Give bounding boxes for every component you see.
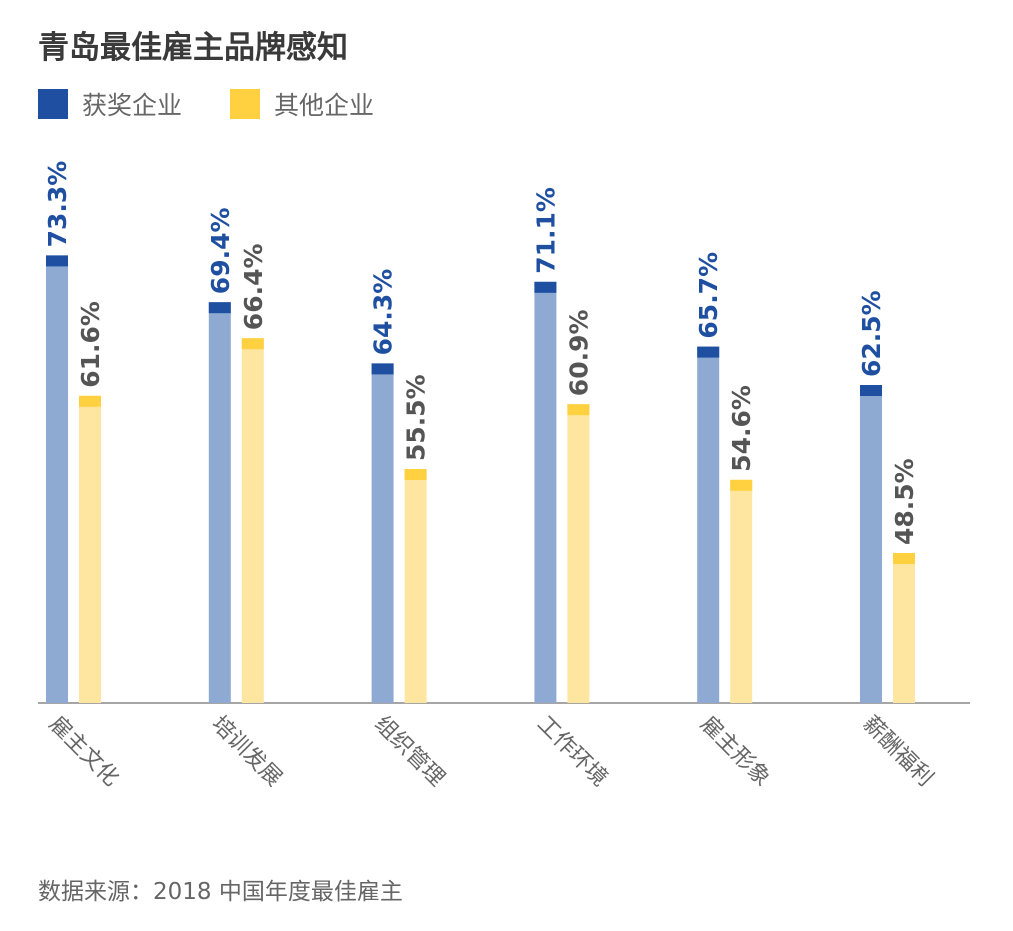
legend-item-other: 其他企业 (230, 86, 374, 122)
bar (241, 338, 264, 703)
bar-cap (567, 404, 590, 416)
data-label: 69.4% (206, 207, 235, 294)
source-note: 数据来源：2018 中国年度最佳雇主 (38, 879, 403, 905)
data-label: 65.7% (694, 252, 723, 339)
category-label: 薪酬福利 (858, 712, 938, 792)
data-label: 54.6% (727, 385, 756, 472)
bar (46, 255, 68, 703)
bar-cap (79, 395, 101, 407)
bar (697, 346, 720, 703)
bar-cap (208, 302, 231, 314)
bar (567, 404, 590, 703)
legend-swatch (38, 89, 68, 119)
legend-item-award: 获奖企业 (38, 86, 182, 122)
data-label: 55.5% (402, 374, 431, 461)
data-label: 64.3% (369, 269, 398, 356)
bar (404, 469, 427, 703)
bar-cap (697, 346, 720, 358)
category-label: 工作环境 (532, 712, 612, 792)
category-label: 组织管理 (369, 712, 449, 792)
category-label: 培训发展 (207, 712, 287, 792)
bar-cap (730, 479, 753, 491)
data-label: 62.5% (857, 290, 886, 377)
data-label: 61.6% (76, 301, 105, 388)
data-label: 60.9% (564, 309, 593, 396)
bar-cap (860, 385, 882, 396)
bar (860, 385, 882, 703)
chart-title: 青岛最佳雇主品牌感知 (38, 30, 348, 66)
data-label: 66.4% (239, 243, 268, 330)
data-label: 71.1% (531, 187, 560, 274)
bar-cap (241, 338, 264, 350)
bar-cap (534, 281, 557, 293)
category-label: 雇主形象 (695, 712, 775, 792)
bar (79, 395, 101, 703)
bar (371, 363, 394, 703)
data-label: 73.3% (43, 161, 72, 248)
legend-swatch (230, 89, 260, 119)
bar-cap (371, 363, 394, 375)
bar (730, 479, 753, 703)
bar (208, 302, 231, 703)
bar-cap (404, 469, 427, 480)
bar (893, 553, 915, 703)
data-label: 48.5% (890, 458, 919, 545)
bar (534, 281, 557, 703)
bar-cap (893, 553, 915, 564)
legend-label: 其他企业 (274, 91, 375, 120)
legend-label: 获奖企业 (82, 91, 183, 120)
category-label: 雇主文化 (44, 712, 124, 792)
bar-cap (46, 255, 68, 267)
